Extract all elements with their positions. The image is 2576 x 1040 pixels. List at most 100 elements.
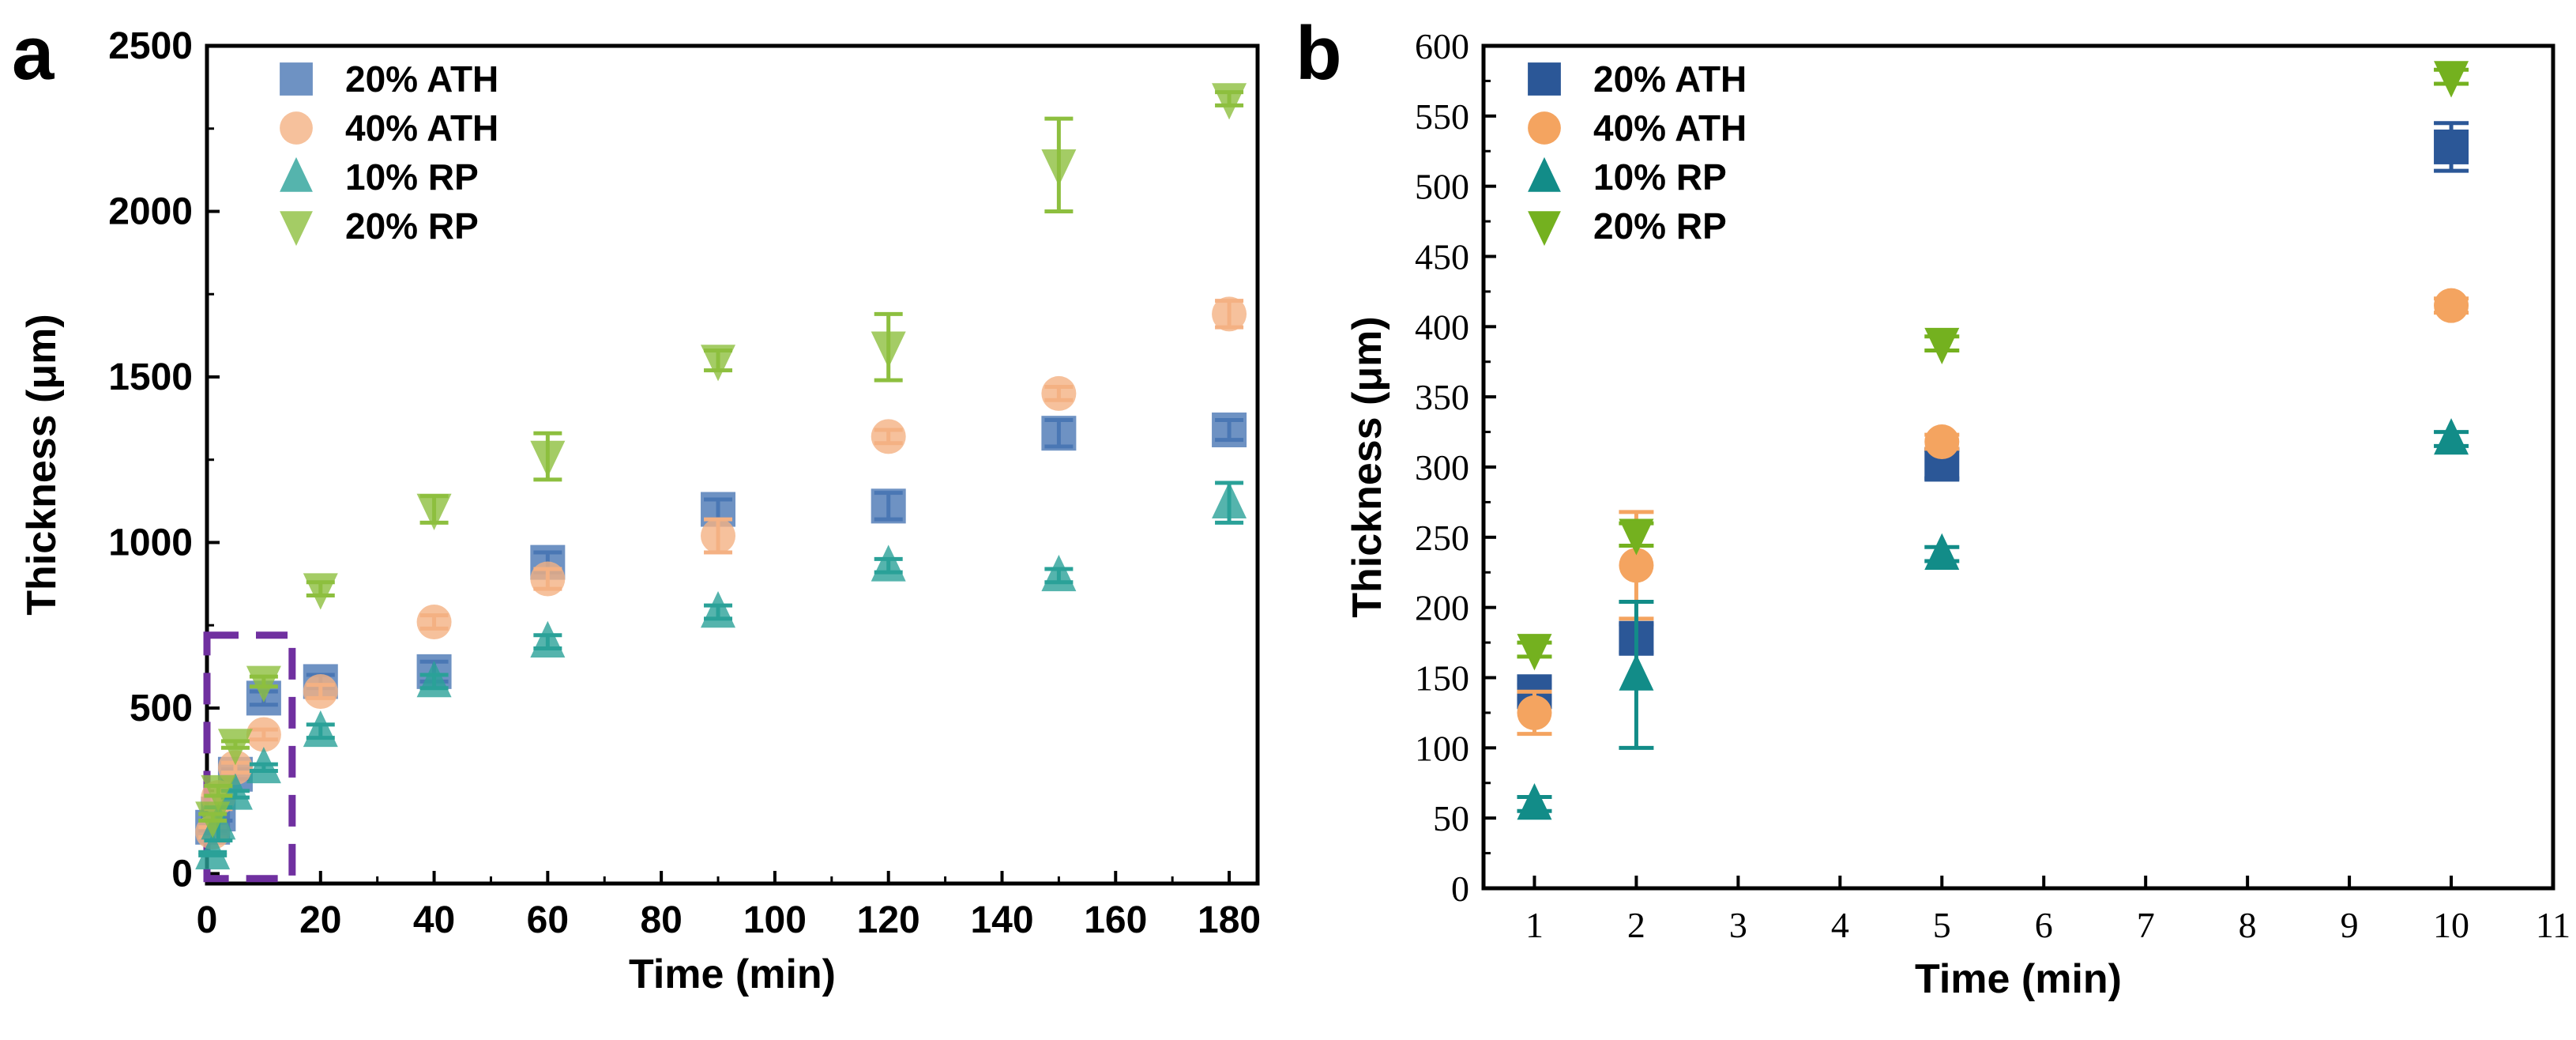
y-tick-label: 2500	[108, 25, 193, 67]
y-tick-label: 500	[130, 688, 193, 729]
x-tick-label: 140	[970, 899, 1033, 941]
x-tick-label: 40	[413, 899, 455, 941]
legend-marker	[1528, 62, 1561, 96]
x-tick-label: 180	[1198, 899, 1261, 941]
x-tick-label: 4	[1831, 905, 1849, 945]
x-tick-label: 160	[1084, 899, 1147, 941]
panel-b-chart: 1 2 3 4 5 6 7 8 9 10 11 0 50 100 150 200 250 300 350 400 450…	[1344, 26, 2570, 1002]
x-tick-label: 20	[299, 899, 341, 941]
x-tick-label: 3	[1729, 905, 1747, 945]
data-point	[701, 591, 736, 628]
data-point	[1517, 634, 1552, 671]
x-tick-label: 0	[197, 899, 218, 941]
data-point	[2434, 288, 2469, 323]
data-point	[530, 561, 566, 597]
y-tick-label: 600	[1415, 26, 1469, 66]
legend-label: 20% ATH	[1593, 58, 1747, 100]
y-tick-label: 350	[1415, 377, 1469, 417]
x-tick-label: 60	[527, 899, 569, 941]
x-tick-label: 8	[2239, 905, 2257, 945]
legend-label: 10% RP	[1593, 156, 1727, 198]
series-1	[1517, 288, 2469, 737]
data-point	[416, 605, 452, 640]
x-axis-title: Time (min)	[629, 951, 836, 997]
data-point	[303, 573, 338, 610]
legend-label: 40% ATH	[1593, 107, 1747, 149]
data-point	[1619, 654, 1654, 691]
legend-marker	[1528, 111, 1561, 145]
data-point	[1041, 416, 1077, 451]
panel-a-letter: a	[12, 11, 55, 96]
data-point	[246, 665, 281, 703]
data-point	[195, 801, 231, 838]
legend-marker	[280, 111, 313, 145]
data-point	[246, 746, 281, 784]
y-tick-label: 200	[1415, 588, 1469, 628]
y-tick-label: 1000	[108, 522, 193, 563]
data-point	[303, 710, 338, 748]
legend-label: 20% ATH	[345, 58, 498, 100]
data-point	[530, 440, 566, 477]
data-point	[217, 773, 253, 810]
panel-a-chart: 0 20 40 60 80 100 120 140 160 180 0 500 1000 1500 2000…	[19, 25, 1261, 997]
y-tick-label: 50	[1433, 798, 1469, 838]
series-3	[195, 83, 1247, 838]
series-2	[1517, 418, 2469, 820]
data-point	[1924, 327, 1960, 365]
data-point	[1041, 554, 1077, 592]
data-point	[195, 832, 231, 870]
legend-label: 20% RP	[1593, 205, 1727, 247]
y-tick-label: 1500	[108, 356, 193, 398]
data-point	[871, 331, 906, 368]
y-tick-label: 2000	[108, 190, 193, 232]
y-tick-label: 250	[1415, 518, 1469, 558]
data-point	[871, 419, 906, 454]
legend-label: 20% RP	[345, 205, 479, 247]
highlight-box	[203, 631, 296, 883]
legend-label: 40% ATH	[345, 107, 498, 149]
series-0	[195, 413, 1247, 845]
y-tick-label: 150	[1415, 658, 1469, 699]
y-tick-label: 450	[1415, 237, 1469, 277]
x-tick-label: 1	[1525, 905, 1544, 945]
legend-marker	[280, 156, 313, 192]
plot-frame	[205, 43, 1260, 886]
x-tick-label: 9	[2341, 905, 2359, 945]
data-point	[1212, 83, 1247, 120]
data-point	[1212, 413, 1247, 448]
x-tick-label: 120	[857, 899, 920, 941]
data-point	[217, 729, 253, 766]
legend-marker	[1528, 211, 1561, 247]
data-point	[1517, 783, 1552, 820]
legend-marker	[1528, 156, 1561, 192]
data-point	[416, 493, 452, 530]
legend-label: 10% RP	[345, 156, 479, 198]
data-point	[416, 661, 452, 698]
x-axis-title: Time (min)	[1915, 956, 2122, 1002]
series-2	[195, 480, 1247, 870]
x-tick-label: 100	[743, 899, 807, 941]
x-tick-label: 5	[1933, 905, 1951, 945]
data-point	[1924, 424, 1960, 460]
data-point	[303, 673, 338, 709]
data-point	[1517, 695, 1552, 730]
data-point	[1041, 149, 1077, 187]
data-point	[1619, 548, 1654, 583]
y-tick-label: 0	[171, 853, 193, 895]
data-point	[1619, 518, 1654, 556]
data-point	[2434, 129, 2469, 164]
data-point	[701, 518, 736, 554]
x-tick-label: 10	[2433, 905, 2469, 945]
data-point	[1924, 533, 1960, 570]
data-point	[2434, 61, 2469, 98]
y-tick-label: 400	[1415, 307, 1469, 347]
data-point	[871, 488, 906, 524]
data-point	[1212, 296, 1247, 332]
y-tick-label: 500	[1415, 167, 1469, 207]
x-tick-label: 11	[2536, 905, 2570, 945]
series-3	[1517, 61, 2469, 671]
y-tick-label: 0	[1451, 869, 1469, 909]
y-tick-label: 300	[1415, 447, 1469, 488]
legend-marker	[280, 211, 313, 247]
